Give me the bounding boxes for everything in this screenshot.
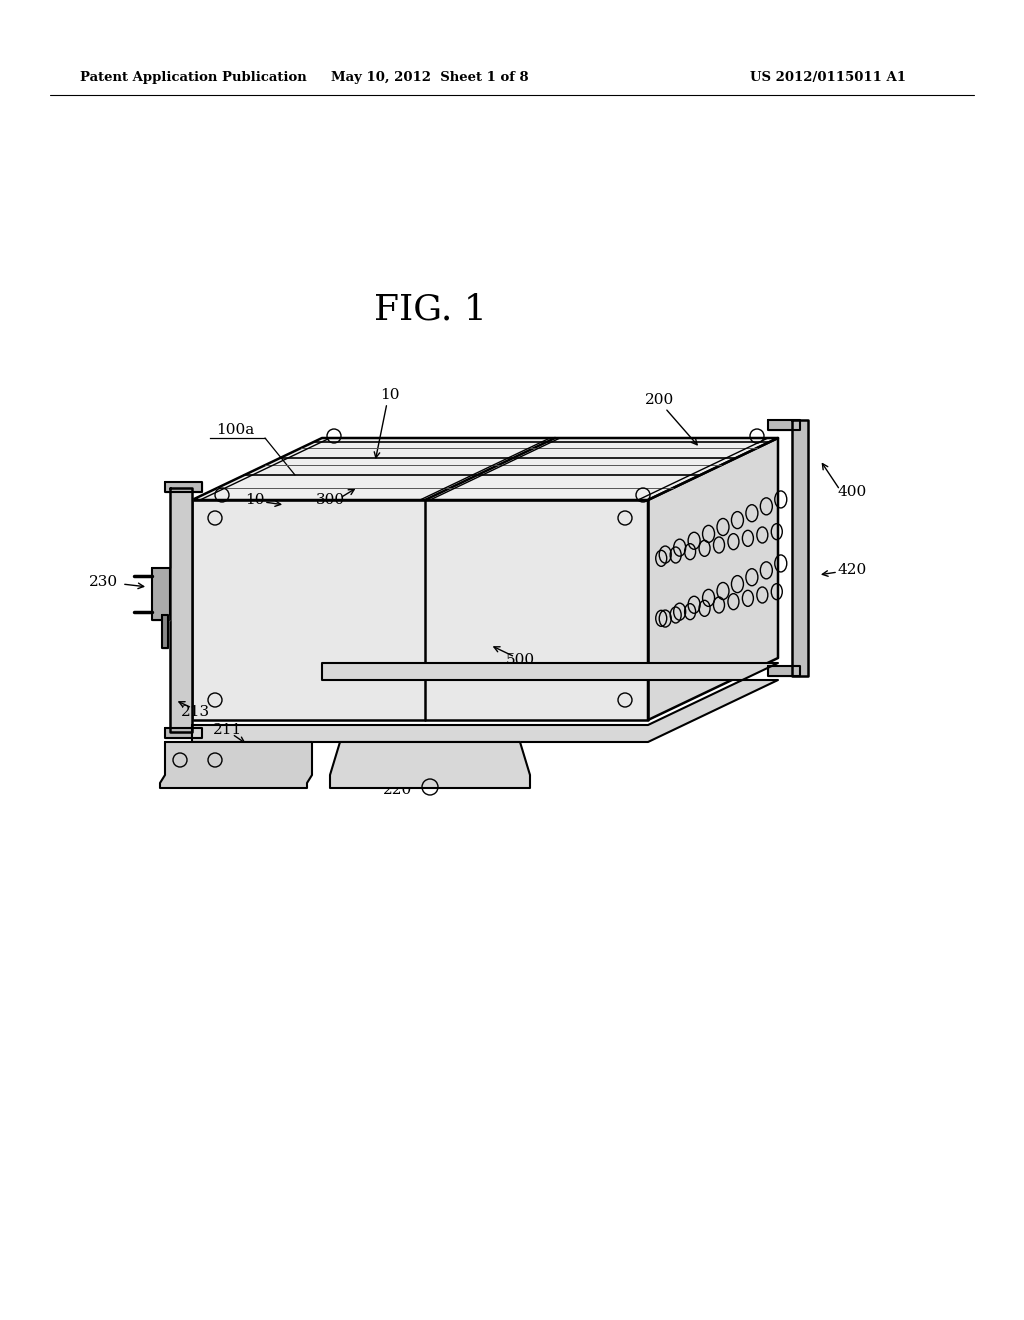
Text: 300: 300: [315, 492, 344, 507]
Text: 211: 211: [213, 723, 243, 737]
Text: 200: 200: [645, 393, 675, 407]
Text: 500: 500: [506, 653, 535, 667]
Text: May 10, 2012  Sheet 1 of 8: May 10, 2012 Sheet 1 of 8: [331, 71, 528, 84]
Text: 230: 230: [89, 576, 118, 589]
Text: 10: 10: [380, 388, 399, 403]
Polygon shape: [768, 667, 800, 676]
Polygon shape: [193, 500, 648, 719]
Text: US 2012/0115011 A1: US 2012/0115011 A1: [750, 71, 906, 84]
Polygon shape: [193, 663, 778, 742]
Polygon shape: [152, 568, 170, 620]
Polygon shape: [792, 420, 808, 676]
Polygon shape: [648, 438, 778, 719]
Polygon shape: [160, 742, 312, 788]
Polygon shape: [330, 742, 530, 788]
Polygon shape: [165, 482, 202, 492]
Polygon shape: [193, 438, 778, 500]
Text: 100a: 100a: [216, 422, 254, 437]
Text: 400: 400: [838, 484, 867, 499]
Polygon shape: [165, 729, 202, 738]
Polygon shape: [170, 488, 193, 733]
Text: 420: 420: [838, 564, 867, 577]
Text: 213: 213: [180, 705, 210, 719]
Text: 10: 10: [246, 492, 265, 507]
Text: Patent Application Publication: Patent Application Publication: [80, 71, 307, 84]
Text: 220: 220: [383, 783, 413, 797]
Text: FIG. 1: FIG. 1: [374, 293, 486, 327]
Polygon shape: [768, 420, 800, 430]
Polygon shape: [162, 615, 168, 648]
